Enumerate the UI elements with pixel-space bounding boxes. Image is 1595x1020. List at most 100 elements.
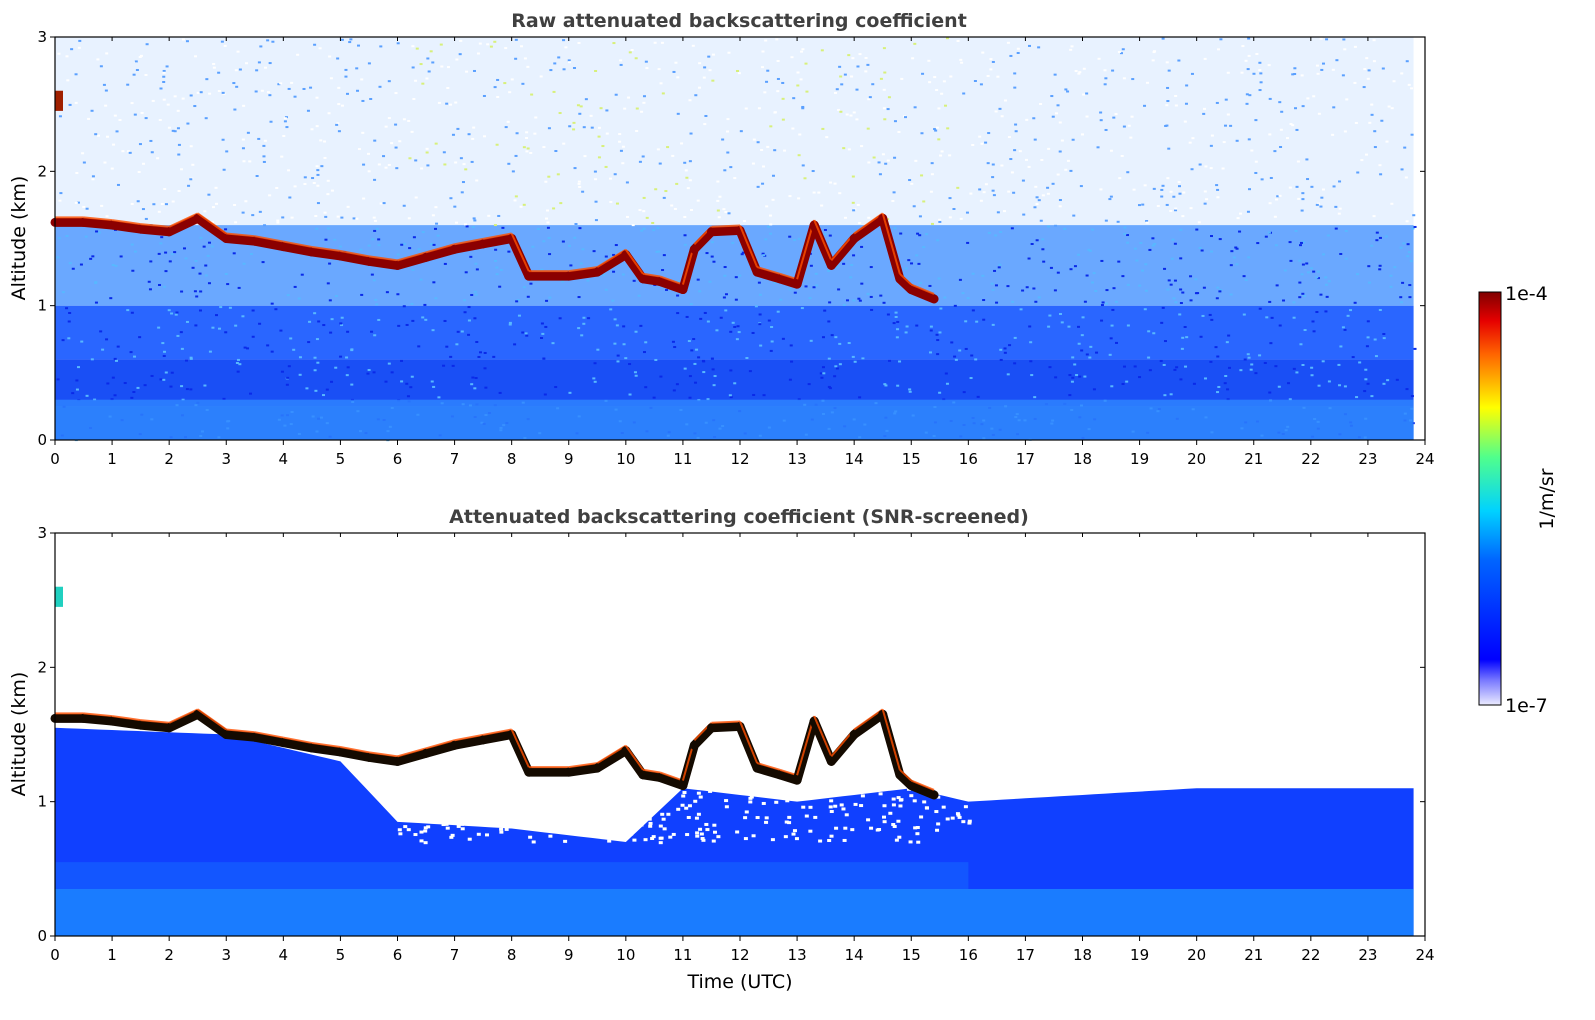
screened-gap bbox=[828, 805, 833, 809]
noise-speck bbox=[1378, 309, 1382, 312]
noise-speck bbox=[1300, 74, 1304, 77]
screened-gap bbox=[912, 799, 917, 803]
screened-gap bbox=[603, 776, 608, 780]
noise-speck bbox=[493, 40, 497, 43]
screened-gap bbox=[673, 763, 678, 767]
screened-gap bbox=[457, 820, 462, 824]
noise-speck bbox=[1319, 37, 1323, 40]
cloud-segment bbox=[706, 721, 745, 733]
noise-speck bbox=[211, 206, 215, 209]
noise-speck bbox=[1073, 363, 1077, 366]
noise-speck bbox=[651, 221, 655, 224]
screened-gap bbox=[428, 817, 433, 821]
noise-speck bbox=[333, 238, 337, 241]
noise-speck bbox=[1047, 325, 1051, 328]
noise-speck bbox=[470, 383, 474, 386]
screened-gap bbox=[813, 765, 818, 769]
noise-speck bbox=[1099, 119, 1103, 122]
screened-gap bbox=[484, 784, 489, 788]
screened-gap bbox=[808, 805, 813, 809]
noise-speck bbox=[676, 294, 680, 297]
noise-speck bbox=[833, 182, 837, 185]
screened-gap bbox=[829, 810, 834, 814]
noise-speck bbox=[1268, 133, 1272, 136]
screened-gap bbox=[942, 786, 947, 790]
noise-speck bbox=[1029, 360, 1033, 363]
noise-speck bbox=[1390, 107, 1394, 110]
noise-speck bbox=[1269, 176, 1273, 179]
noise-speck bbox=[326, 193, 330, 196]
noise-speck bbox=[367, 170, 371, 173]
noise-speck bbox=[359, 248, 363, 251]
noise-speck bbox=[1202, 286, 1206, 289]
noise-speck bbox=[1030, 242, 1034, 245]
noise-speck bbox=[101, 348, 105, 351]
x-tick-label: 16 bbox=[959, 450, 978, 468]
noise-speck bbox=[1355, 273, 1359, 276]
noise-speck bbox=[688, 99, 692, 102]
screened-gap bbox=[444, 820, 449, 824]
noise-speck bbox=[425, 147, 429, 150]
noise-speck bbox=[723, 169, 727, 172]
screened-gap bbox=[573, 791, 578, 795]
noise-speck bbox=[425, 77, 429, 80]
noise-speck bbox=[959, 217, 963, 220]
noise-speck bbox=[1400, 168, 1404, 171]
noise-speck bbox=[378, 85, 382, 88]
noise-speck bbox=[823, 309, 827, 312]
noise-speck bbox=[432, 385, 436, 388]
noise-speck bbox=[1293, 67, 1297, 70]
screened-gap bbox=[911, 765, 916, 769]
noise-speck bbox=[1122, 77, 1126, 80]
noise-speck bbox=[1035, 203, 1039, 206]
noise-speck bbox=[699, 317, 703, 320]
noise-speck bbox=[346, 330, 350, 333]
noise-speck bbox=[737, 72, 741, 75]
noise-speck bbox=[434, 297, 438, 300]
screened-gap bbox=[818, 839, 823, 843]
noise-speck bbox=[971, 143, 975, 146]
noise-speck bbox=[1126, 234, 1130, 237]
noise-speck bbox=[1303, 329, 1307, 332]
noise-speck bbox=[1103, 69, 1107, 72]
noise-speck bbox=[1238, 230, 1242, 233]
noise-speck bbox=[590, 126, 594, 129]
screened-gap bbox=[444, 797, 449, 801]
noise-speck bbox=[269, 120, 273, 123]
noise-speck bbox=[693, 362, 697, 365]
noise-speck bbox=[722, 296, 726, 299]
noise-speck bbox=[412, 97, 416, 100]
screened-gap bbox=[947, 788, 952, 792]
screened-gap bbox=[915, 825, 920, 829]
noise-speck bbox=[754, 305, 758, 308]
noise-speck bbox=[1179, 228, 1183, 231]
screened-gap bbox=[605, 778, 610, 782]
noise-speck bbox=[129, 351, 133, 354]
noise-speck bbox=[761, 252, 765, 255]
screened-gap bbox=[571, 797, 576, 801]
colorbar-unit-label: 1/m/sr bbox=[1536, 468, 1558, 529]
x-tick-label: 22 bbox=[1301, 946, 1320, 964]
noise-speck bbox=[665, 288, 669, 291]
noise-speck bbox=[884, 162, 888, 165]
noise-speck bbox=[432, 281, 436, 284]
screened-gap bbox=[812, 761, 817, 765]
noise-speck bbox=[1381, 67, 1385, 70]
screened-gap bbox=[397, 802, 402, 806]
cloud-segment bbox=[136, 720, 174, 733]
noise-speck bbox=[914, 159, 918, 162]
screened-gap bbox=[936, 765, 941, 769]
noise-speck bbox=[1270, 316, 1274, 319]
noise-speck bbox=[1218, 288, 1222, 291]
noise-speck bbox=[949, 75, 953, 78]
noise-speck bbox=[328, 299, 332, 302]
noise-speck bbox=[553, 62, 557, 65]
noise-speck bbox=[67, 337, 71, 340]
screened-gap bbox=[421, 765, 426, 769]
noise-speck bbox=[111, 264, 115, 267]
screened-gap bbox=[896, 819, 901, 823]
screened-gap bbox=[423, 841, 428, 845]
x-tick-label: 7 bbox=[450, 946, 460, 964]
cloud-segment bbox=[307, 743, 345, 757]
screened-gap bbox=[607, 839, 612, 843]
